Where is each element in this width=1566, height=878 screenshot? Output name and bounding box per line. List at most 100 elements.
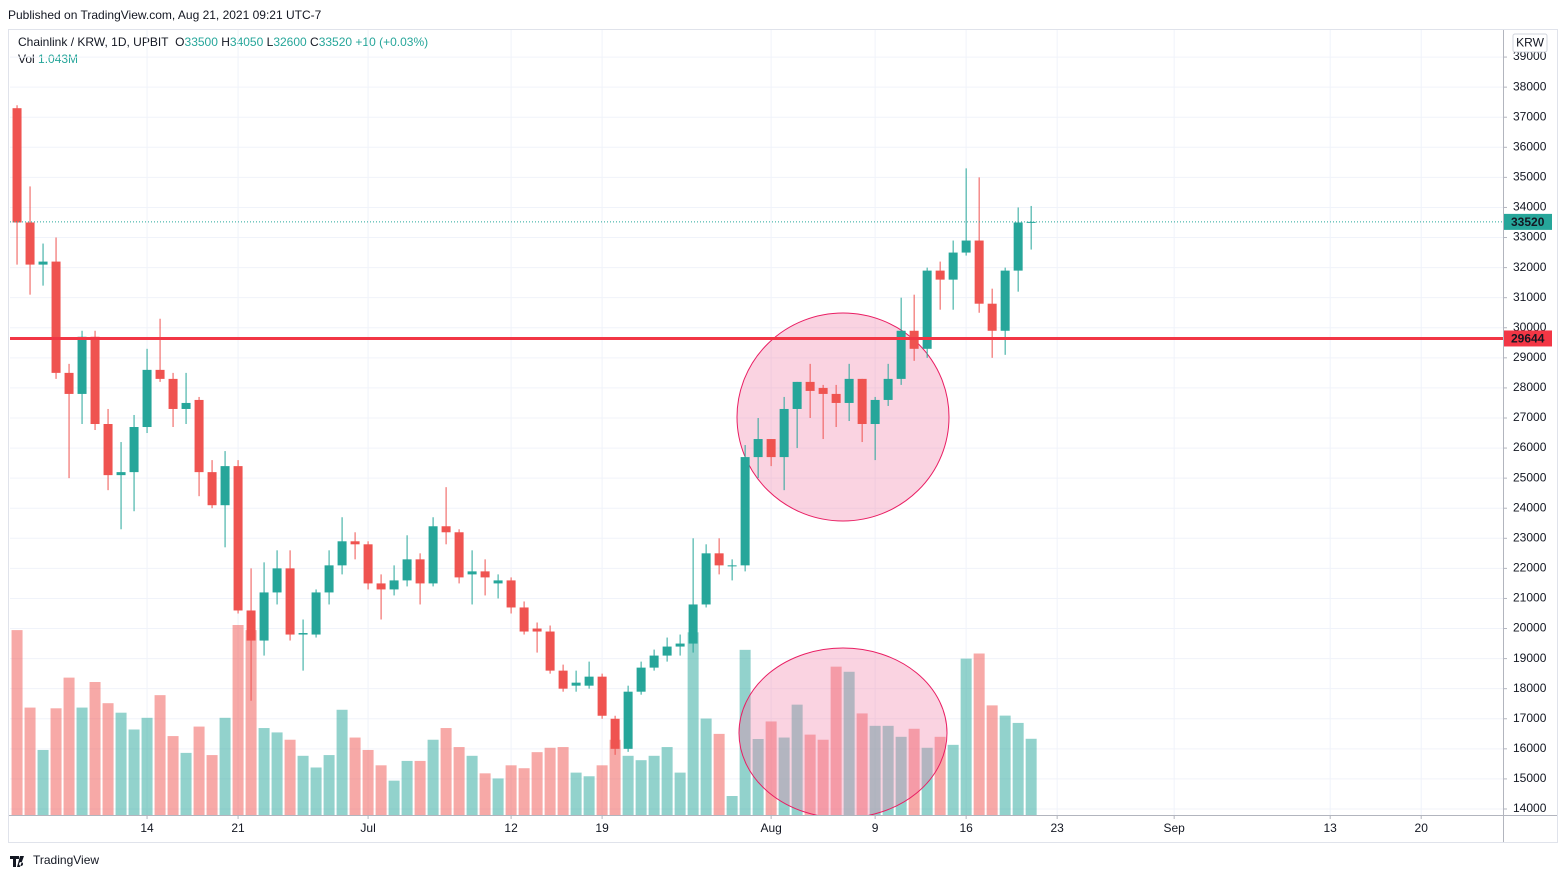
volume-bar: [934, 736, 946, 815]
candles: [12, 105, 1036, 755]
y-tick-label: 33000: [1513, 230, 1547, 244]
volume-bar: [258, 728, 270, 815]
volume-bar: [193, 726, 205, 815]
candle-body: [805, 381, 815, 391]
y-tick-label: 35000: [1513, 170, 1547, 184]
logo: [10, 856, 24, 867]
candle-body: [207, 472, 217, 506]
vol-label: Vol: [18, 52, 35, 66]
candle-body: [935, 270, 945, 280]
l-value: 32600: [273, 35, 307, 49]
volume-bar: [284, 739, 296, 815]
hline-tag: [1504, 330, 1552, 347]
volume-bar: [206, 755, 218, 815]
candle-body: [129, 427, 139, 473]
last-price-tag: [1504, 213, 1552, 230]
volume-bar: [570, 772, 582, 815]
currency-button[interactable]: [1512, 33, 1548, 53]
y-tick-label: 38000: [1513, 79, 1547, 93]
candle-body: [337, 541, 347, 566]
y-tick-label: 16000: [1513, 741, 1547, 755]
hline-label: 29644: [1511, 332, 1545, 346]
volume-bar: [609, 739, 621, 815]
x-tick-label: 14: [140, 821, 154, 835]
c-value: 33520: [318, 35, 353, 49]
volume-bar: [349, 737, 361, 815]
candle-body: [701, 553, 711, 605]
volume-bar: [245, 630, 257, 815]
candle-body: [714, 553, 724, 566]
volume-bar: [401, 760, 413, 815]
candle-body: [376, 583, 386, 590]
volume-bar: [635, 760, 647, 815]
x-tick-label: 12: [504, 821, 518, 835]
x-tick-label: 13: [1324, 821, 1338, 835]
highlight-circle: [738, 647, 948, 815]
candle-body: [623, 691, 633, 749]
change: +10 (+0.03%): [355, 35, 429, 49]
candle-body: [896, 330, 906, 379]
volume-bar: [674, 772, 686, 815]
volume-bar: [739, 649, 751, 815]
volume-bar: [869, 725, 881, 815]
candle-body: [363, 544, 373, 584]
y-tick-label: 24000: [1513, 500, 1547, 514]
published: Published on TradingView.com, Aug 21, 20…: [8, 8, 322, 22]
volume-bar: [596, 765, 608, 815]
candle-body: [545, 631, 555, 671]
brand: TradingView: [33, 853, 99, 867]
volume-bar: [466, 755, 478, 815]
volume-bar: [557, 747, 569, 815]
volume-bar: [700, 718, 712, 815]
volume-bar: [622, 755, 634, 815]
volume-bar: [505, 765, 517, 815]
candle-body: [155, 369, 165, 379]
y-tick-label: 23000: [1513, 530, 1547, 544]
vol-row: Vol 1.043M: [18, 52, 78, 66]
volume-bar: [518, 768, 530, 815]
candle-body: [194, 399, 204, 473]
candle-body: [662, 646, 672, 656]
candle-body: [324, 565, 334, 593]
volume-bar: [232, 625, 244, 815]
volume-bar: [830, 666, 842, 815]
volume-bar: [856, 713, 868, 815]
candle-body: [246, 610, 256, 641]
candle-body: [649, 655, 659, 668]
h-label: H: [221, 35, 230, 49]
candle-body: [532, 628, 542, 632]
volume-bar: [167, 736, 179, 815]
volume-bar: [128, 729, 140, 815]
volume-bar: [102, 703, 114, 815]
candle-body: [766, 439, 776, 458]
volume-bar: [141, 717, 153, 815]
x-tick-label: Sep: [1163, 821, 1185, 835]
y-tick-label: 39000: [1513, 49, 1547, 63]
currency[interactable]: KRW: [1516, 36, 1544, 50]
candle-body: [103, 424, 113, 476]
o-label: O: [175, 35, 185, 49]
volume-bar: [11, 630, 23, 815]
volume-pane: [11, 625, 1037, 815]
volume-bar: [336, 709, 348, 815]
x-tick-label: 23: [1050, 821, 1064, 835]
candle-body: [116, 472, 126, 476]
volume-bar: [180, 752, 192, 815]
candle-body: [506, 580, 516, 608]
volume-bar: [453, 747, 465, 815]
symbol: Chainlink / KRW, 1D, UPBIT: [18, 35, 169, 49]
y-tick-label: 25000: [1513, 470, 1547, 484]
candle-body: [831, 393, 841, 403]
volume-bar: [583, 776, 595, 815]
last-price-label: 33520: [1511, 215, 1545, 229]
candle-body: [51, 261, 61, 373]
candle-body: [1013, 222, 1023, 271]
overlay: 14000 15000 16000 17000 18000 19000 20000 21000…: [10, 49, 1552, 835]
volume-bar: [414, 760, 426, 815]
volume-bar: [89, 682, 101, 815]
y-tick-label: 34000: [1513, 200, 1547, 214]
x-tick-label: 16: [959, 821, 973, 835]
candle-body: [1026, 221, 1036, 223]
candle-body: [857, 378, 867, 425]
candle-body: [974, 240, 984, 304]
